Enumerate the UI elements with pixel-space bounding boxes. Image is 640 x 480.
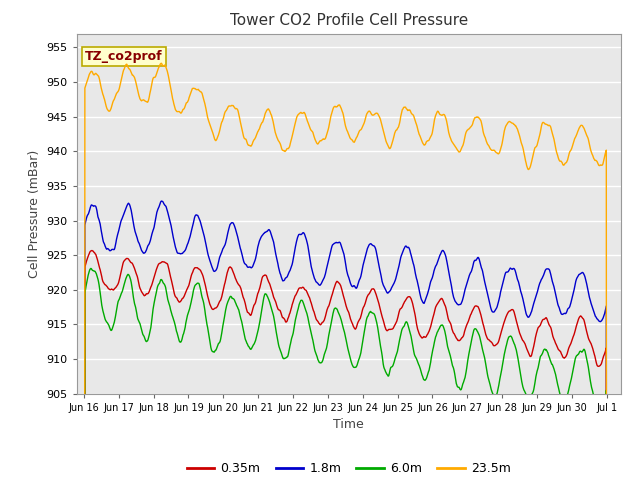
X-axis label: Time: Time (333, 418, 364, 431)
Text: TZ_co2prof: TZ_co2prof (85, 50, 163, 63)
Legend: 0.35m, 1.8m, 6.0m, 23.5m: 0.35m, 1.8m, 6.0m, 23.5m (182, 457, 516, 480)
Y-axis label: Cell Pressure (mBar): Cell Pressure (mBar) (28, 149, 41, 278)
Title: Tower CO2 Profile Cell Pressure: Tower CO2 Profile Cell Pressure (230, 13, 468, 28)
